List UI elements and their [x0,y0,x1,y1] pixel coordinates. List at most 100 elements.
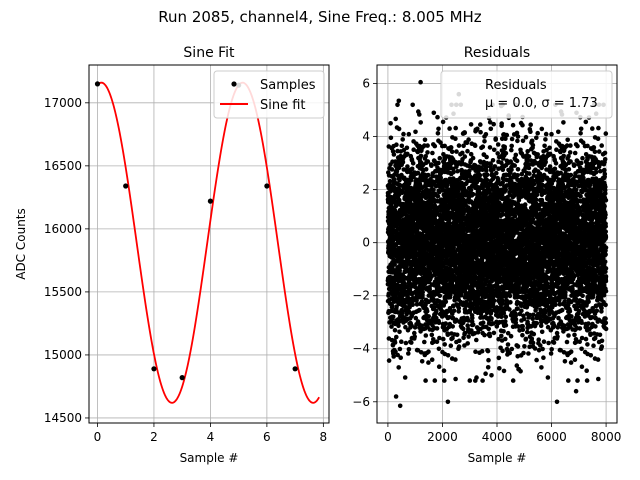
residual-point [415,149,421,155]
residual-point [393,116,399,122]
residual-point [493,136,499,141]
residual-point [505,342,511,347]
residual-point [499,121,505,126]
residual-point [388,135,394,141]
residual-point [437,335,442,341]
residual-point [436,346,442,352]
residual-point [393,295,399,301]
residual-point [435,114,440,120]
residual-point [453,376,458,382]
sine-fit-curve [96,81,320,404]
residual-point [386,358,392,363]
residual-point [422,339,427,345]
residual-point [425,143,430,148]
residual-point [436,160,441,166]
residual-point [518,369,523,374]
residual-point [445,353,451,358]
residual-point [420,289,425,295]
residual-point [459,167,465,173]
residual-point [462,130,468,136]
residual-point [466,334,471,339]
residual-point [451,308,457,314]
residual-point [434,326,440,331]
residual-point [470,322,476,328]
residual-point [436,126,441,132]
residual-point [484,154,489,160]
residual-point [489,316,494,321]
residual-point [470,315,475,321]
sine-fit-y-tick-label: 15000 [44,348,82,362]
residual-point [417,307,422,313]
residual-point [509,167,514,172]
residual-point [513,152,519,158]
residual-point [466,318,471,323]
sample-point [151,366,157,372]
residual-point [496,355,502,361]
sample-point [94,81,101,87]
residual-point [432,143,438,149]
residual-point [435,193,441,199]
residual-point [516,284,521,290]
residual-point [499,333,504,339]
residual-point [431,339,437,345]
residual-point [483,279,489,284]
sample-point [207,198,214,204]
residual-point [413,315,419,321]
figure-title: Run 2085, channel4, Sine Freq.: 8.005 MH… [158,8,482,26]
residual-point [405,164,410,169]
residual-point [509,346,515,352]
residual-point [462,154,468,159]
residual-point [515,138,520,144]
residual-point [438,175,444,181]
residual-point [462,343,467,348]
residual-point [497,366,502,371]
residual-point [432,378,438,383]
residual-point [484,164,489,170]
residual-point [401,131,406,137]
residual-point [509,147,514,153]
residual-point [515,167,521,172]
residual-point [515,173,520,178]
residual-point [391,152,397,157]
residual-point [461,326,466,332]
residual-point [413,129,418,135]
residual-point [392,340,398,345]
residual-point [424,309,430,314]
residual-point [510,122,516,128]
residual-point [396,165,402,171]
residual-point [509,143,514,149]
residual-point [451,273,457,279]
residual-point [459,292,464,298]
residual-point [394,304,399,309]
sine-fit-legend-label: Sine fit [260,98,306,113]
residual-point [438,140,443,145]
sine-fit-y-tick-label: 17000 [44,96,82,110]
residual-point [417,112,422,117]
residual-point [486,326,492,332]
residual-point [485,348,491,354]
residual-point [444,309,450,315]
residual-point [419,359,425,364]
sine-fit-legend: Samples Sine fit [213,70,325,119]
residual-point [434,308,439,314]
residual-point [425,150,430,155]
residual-point [502,144,508,150]
samples-legend-marker [231,81,237,87]
residual-point [465,341,471,346]
residual-point [423,378,428,383]
residual-point [465,323,471,328]
residual-point [426,360,431,365]
residual-point [423,333,429,338]
residual-point [412,330,417,336]
residual-point [448,292,453,297]
residual-point [479,348,485,354]
residual-point [404,145,410,151]
residual-point [410,161,416,166]
residual-point [501,368,507,374]
residual-point [398,355,404,361]
residual-point [483,132,489,137]
residual-point [443,177,449,183]
residual-point [434,339,440,345]
